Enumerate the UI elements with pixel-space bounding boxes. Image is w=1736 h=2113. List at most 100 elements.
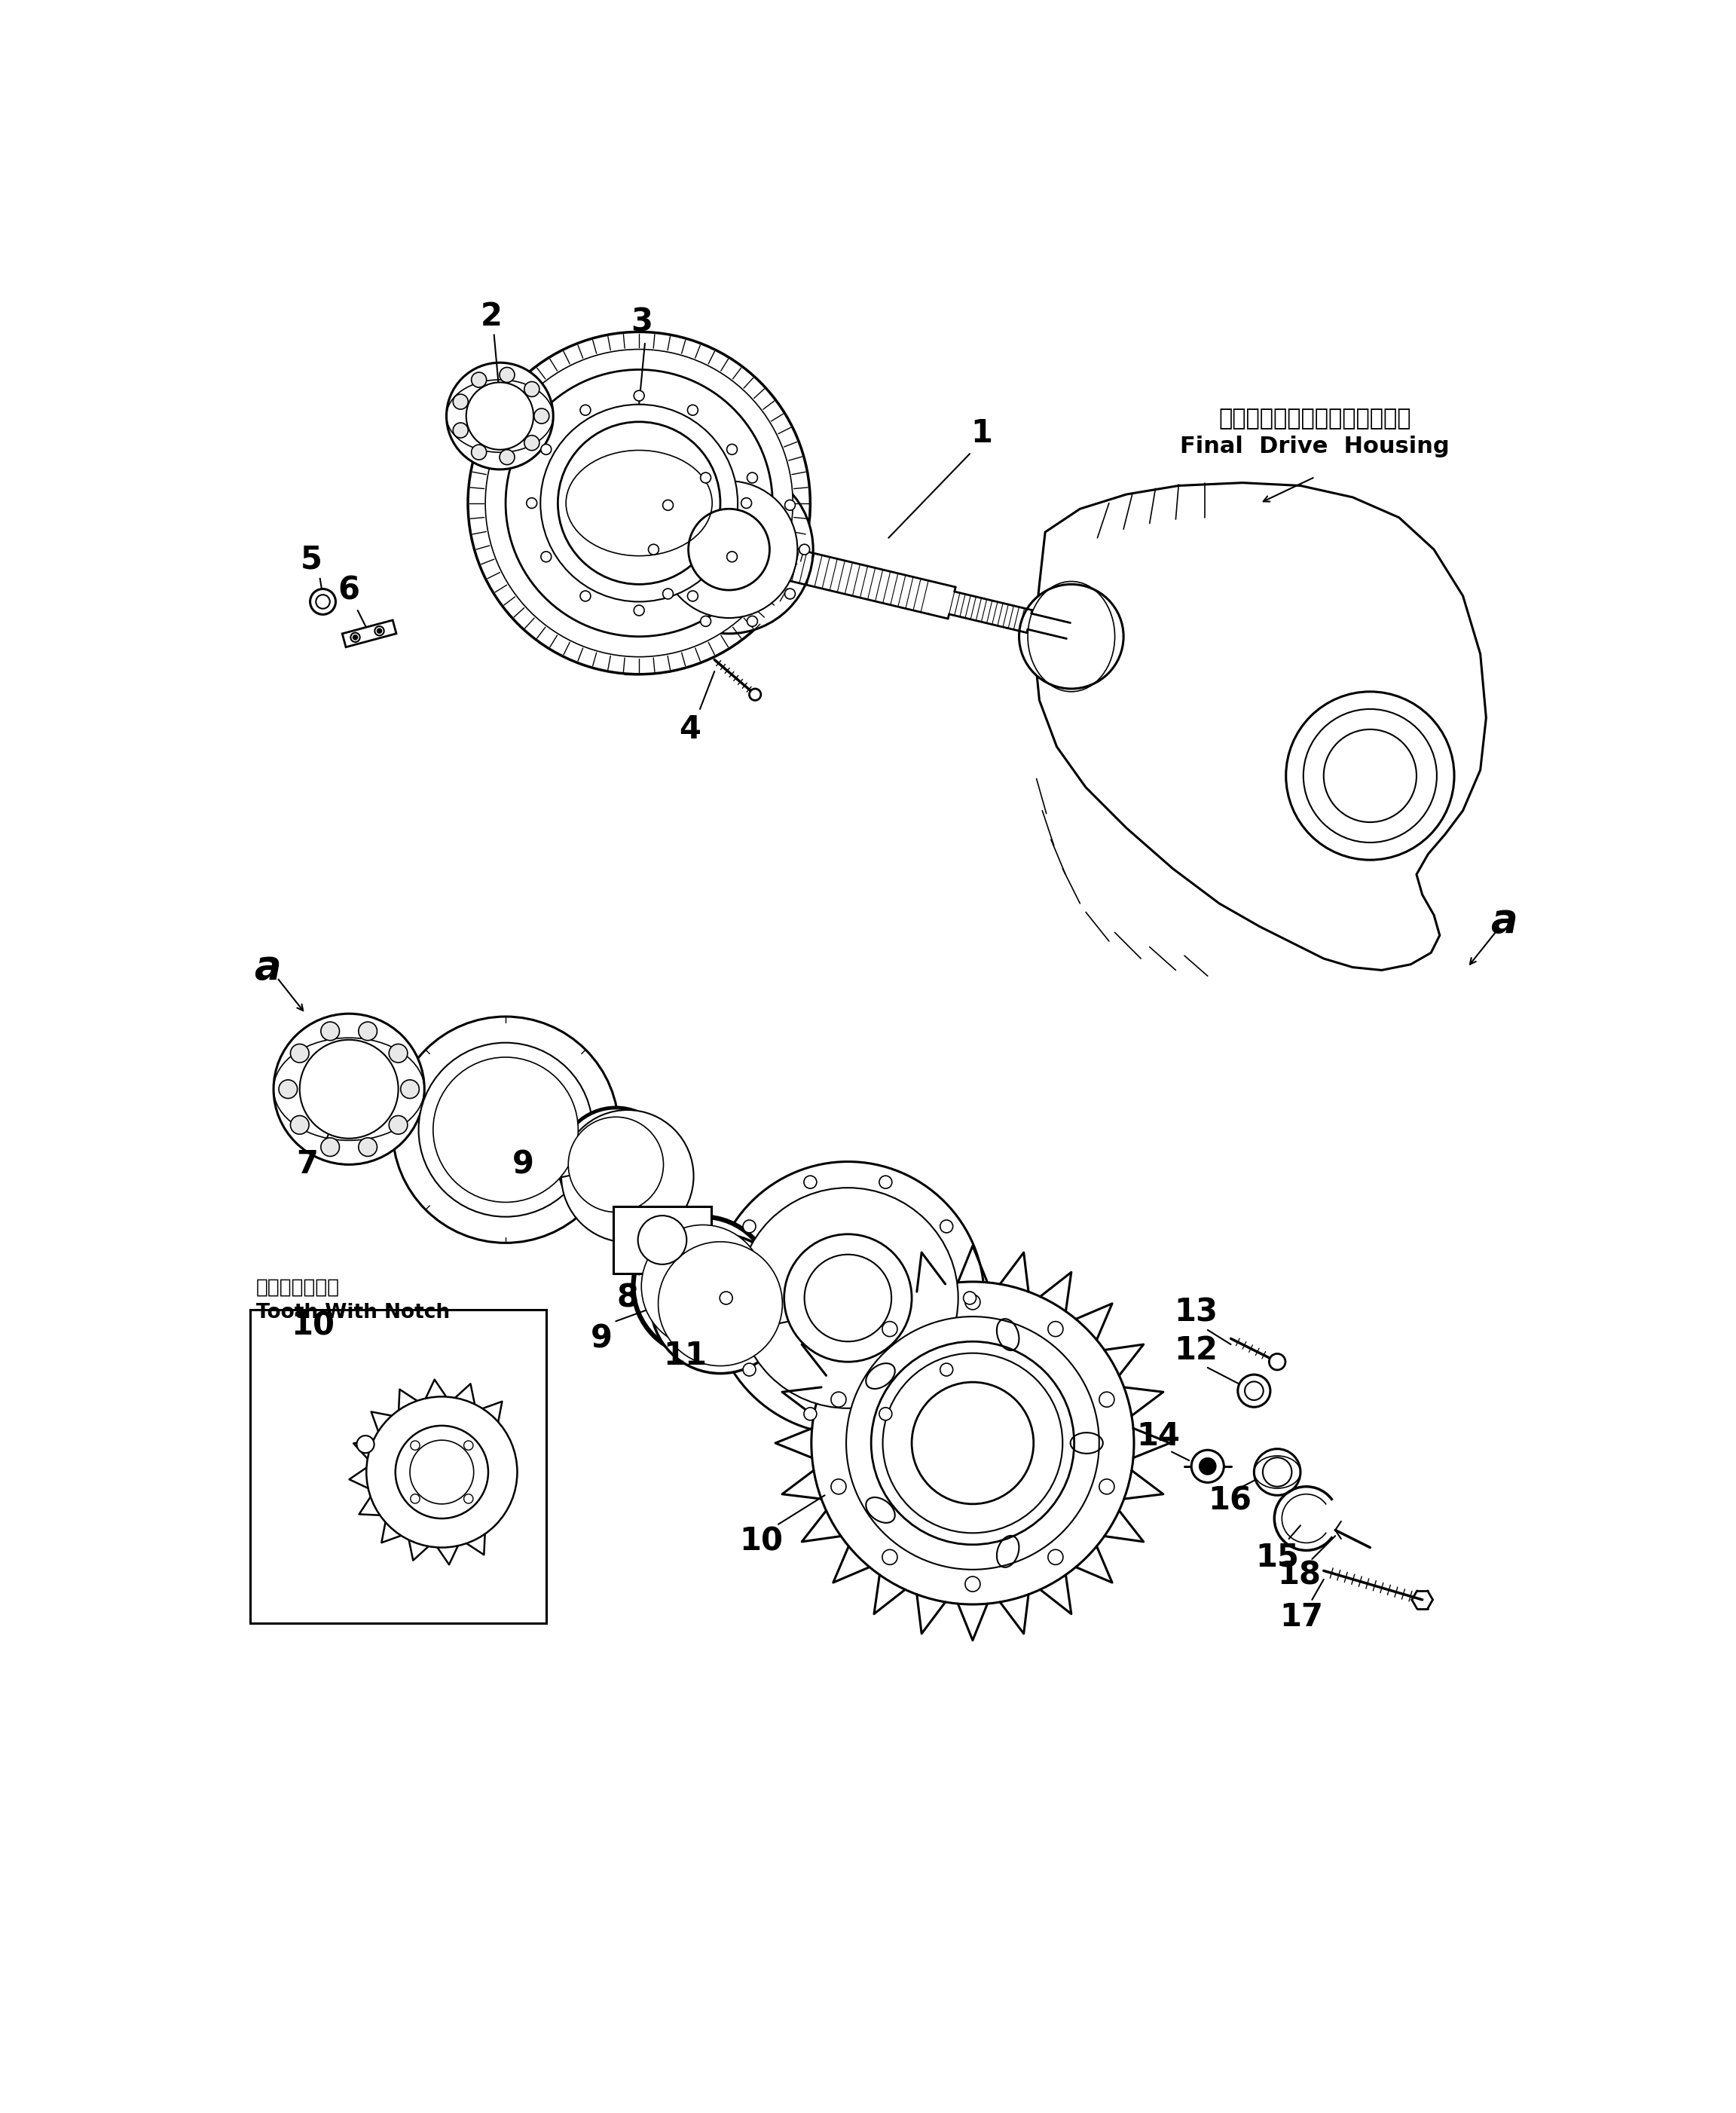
- Circle shape: [375, 625, 384, 636]
- Text: 1: 1: [970, 418, 993, 450]
- Text: 7: 7: [297, 1149, 318, 1181]
- Text: 10: 10: [740, 1526, 783, 1557]
- Text: 2: 2: [481, 300, 502, 332]
- Circle shape: [559, 1107, 674, 1221]
- Circle shape: [738, 1188, 958, 1407]
- Circle shape: [878, 1175, 892, 1188]
- Circle shape: [274, 1014, 424, 1164]
- Circle shape: [472, 372, 486, 387]
- Circle shape: [410, 1441, 474, 1504]
- Circle shape: [467, 382, 533, 450]
- Circle shape: [634, 604, 644, 615]
- Text: 9: 9: [590, 1323, 613, 1354]
- Circle shape: [727, 444, 738, 454]
- Circle shape: [641, 1226, 764, 1348]
- Circle shape: [377, 628, 382, 634]
- Circle shape: [658, 1242, 783, 1365]
- Circle shape: [352, 636, 358, 640]
- Circle shape: [557, 423, 720, 585]
- Circle shape: [648, 545, 658, 556]
- Circle shape: [500, 368, 514, 382]
- Circle shape: [1049, 1549, 1062, 1566]
- Text: a: a: [1489, 902, 1517, 940]
- Text: 15: 15: [1255, 1542, 1299, 1574]
- Text: 4: 4: [679, 714, 701, 746]
- Circle shape: [358, 1435, 375, 1454]
- Circle shape: [453, 423, 469, 437]
- Circle shape: [687, 592, 698, 602]
- Circle shape: [389, 1044, 408, 1063]
- Circle shape: [663, 590, 674, 600]
- Circle shape: [720, 1291, 733, 1304]
- Circle shape: [453, 395, 469, 410]
- Circle shape: [1200, 1458, 1215, 1475]
- Text: 5: 5: [300, 543, 323, 575]
- Circle shape: [401, 1080, 418, 1099]
- Circle shape: [464, 1494, 474, 1502]
- Circle shape: [486, 349, 793, 657]
- Circle shape: [1304, 710, 1437, 843]
- Circle shape: [542, 444, 552, 454]
- Circle shape: [687, 406, 698, 416]
- Text: 12: 12: [1174, 1335, 1219, 1365]
- Circle shape: [290, 1116, 309, 1135]
- Circle shape: [700, 617, 712, 625]
- Circle shape: [290, 1044, 309, 1063]
- Circle shape: [351, 632, 359, 642]
- Circle shape: [469, 332, 811, 674]
- Circle shape: [799, 545, 809, 556]
- Circle shape: [882, 1321, 898, 1338]
- Text: a: a: [255, 947, 281, 987]
- Circle shape: [1253, 1450, 1300, 1496]
- Circle shape: [741, 499, 752, 509]
- Circle shape: [580, 406, 590, 416]
- Circle shape: [634, 1217, 773, 1357]
- Circle shape: [540, 404, 738, 602]
- Circle shape: [965, 1295, 981, 1310]
- Circle shape: [811, 1283, 1134, 1604]
- Circle shape: [785, 1234, 911, 1363]
- Circle shape: [1049, 1321, 1062, 1338]
- Circle shape: [1191, 1450, 1224, 1483]
- Circle shape: [580, 592, 590, 602]
- Text: ファイナルドライブハウジング: ファイナルドライブハウジング: [1219, 408, 1411, 429]
- Circle shape: [359, 1137, 377, 1156]
- Circle shape: [963, 1291, 976, 1304]
- Circle shape: [700, 473, 712, 484]
- Circle shape: [743, 1219, 755, 1232]
- Circle shape: [446, 363, 554, 469]
- Circle shape: [712, 1162, 984, 1435]
- Circle shape: [651, 1234, 790, 1373]
- Circle shape: [472, 444, 486, 461]
- Circle shape: [321, 1137, 340, 1156]
- Circle shape: [746, 617, 757, 625]
- Text: 3: 3: [632, 306, 653, 338]
- Circle shape: [832, 1479, 845, 1494]
- Text: Final  Drive  Housing: Final Drive Housing: [1180, 435, 1450, 459]
- Circle shape: [366, 1397, 517, 1547]
- Text: 9: 9: [512, 1149, 535, 1181]
- Circle shape: [359, 1023, 377, 1040]
- Circle shape: [300, 1040, 398, 1139]
- Circle shape: [1019, 585, 1123, 689]
- Circle shape: [526, 499, 536, 509]
- Circle shape: [785, 501, 795, 511]
- Circle shape: [1099, 1392, 1115, 1407]
- Circle shape: [878, 1407, 892, 1420]
- Circle shape: [743, 1363, 755, 1376]
- Circle shape: [524, 382, 540, 397]
- Circle shape: [804, 1407, 816, 1420]
- Circle shape: [389, 1116, 408, 1135]
- Text: 13: 13: [1174, 1297, 1219, 1329]
- Circle shape: [432, 1056, 578, 1202]
- Circle shape: [750, 689, 760, 699]
- Text: 10: 10: [292, 1310, 335, 1342]
- Circle shape: [418, 1042, 592, 1217]
- Polygon shape: [1033, 482, 1486, 970]
- Circle shape: [644, 465, 812, 634]
- Circle shape: [1262, 1458, 1292, 1488]
- Circle shape: [535, 408, 549, 423]
- Circle shape: [1286, 691, 1455, 860]
- Circle shape: [542, 551, 552, 562]
- Circle shape: [965, 1576, 981, 1591]
